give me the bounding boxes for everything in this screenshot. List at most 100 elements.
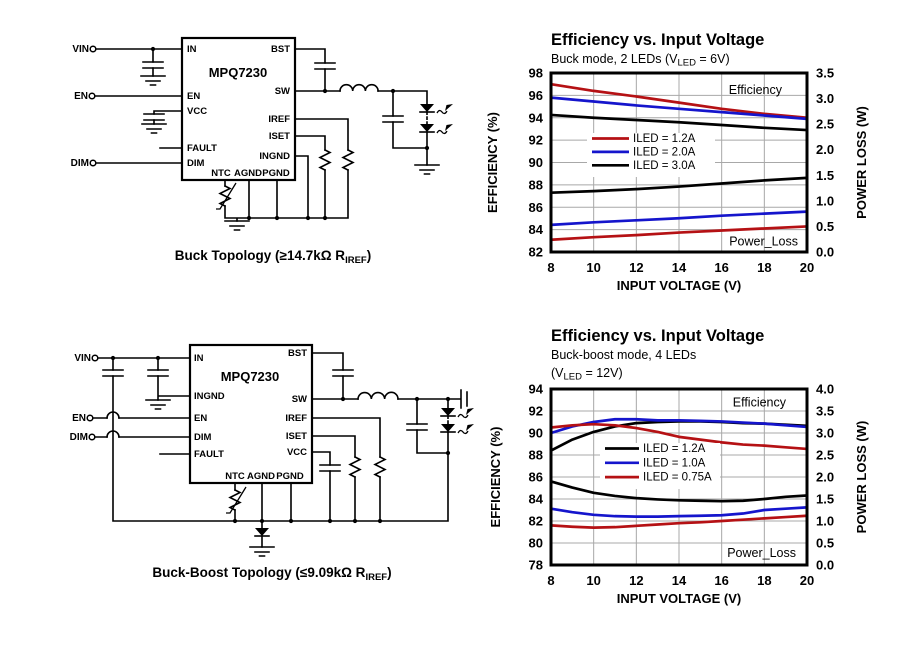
legend-background xyxy=(600,443,720,489)
efficiency-curve xyxy=(549,417,809,435)
pin-in: IN xyxy=(187,44,197,55)
ground-icon xyxy=(140,75,166,86)
iset-resistor xyxy=(319,149,331,171)
right-tick-label: 3.5 xyxy=(816,404,834,419)
left-tick-label: 84 xyxy=(529,492,544,507)
pin-ingnd: INGND xyxy=(259,151,290,162)
buck-boost-efficiency-chart: Efficiency vs. Input Voltage Buck-boost … xyxy=(488,327,869,606)
junction-dots xyxy=(110,355,451,524)
right-tick-label: 3.0 xyxy=(816,91,834,106)
plot-area: ILED = 1.2A ILED = 1.0A ILED = 0.75A Effici… xyxy=(529,382,835,589)
right-tick-label: 0.5 xyxy=(816,219,834,234)
x-tick-label: 16 xyxy=(714,260,728,275)
right-tick-label: 0.0 xyxy=(816,558,834,573)
chart-subtitle-line2: (VLED = 12V) xyxy=(551,366,623,383)
x-tick-label: 16 xyxy=(714,573,728,588)
power-loss-curve xyxy=(549,506,809,518)
left-tick-label: 90 xyxy=(529,155,543,170)
ntc-thermistor xyxy=(215,182,237,210)
left-tick-label: 94 xyxy=(529,382,544,397)
chart-title: Efficiency vs. Input Voltage xyxy=(551,31,764,49)
pin-sw: SW xyxy=(292,394,307,405)
input-capacitor xyxy=(142,61,164,69)
buck-boost-topology-circuit: VIN EN DIM MPQ7230 IN INGND EN DIM FAULT… xyxy=(70,343,475,583)
x-tick-label: 8 xyxy=(547,573,554,588)
iref-resistor xyxy=(342,149,354,171)
vcc-capacitor xyxy=(319,464,341,472)
left-tick-label: 80 xyxy=(529,536,543,551)
dim-label: DIM xyxy=(71,158,89,169)
power-loss-curve xyxy=(549,210,809,227)
x-tick-label: 10 xyxy=(586,260,600,275)
pin-dim: DIM xyxy=(187,158,205,169)
right-tick-label: 1.5 xyxy=(816,492,834,507)
diode-icon xyxy=(254,527,270,537)
legend-label: ILED = 1.0A xyxy=(643,457,706,469)
dim-terminal xyxy=(89,159,97,167)
pin-agnd: AGND xyxy=(247,471,275,482)
buck-topology-circuit: VIN EN DIM MPQ7230 IN EN VCC FAULT DIM B… xyxy=(71,36,454,266)
pin-fault: FAULT xyxy=(187,143,217,154)
vin-terminal xyxy=(91,354,99,362)
pin-ntc: NTC xyxy=(225,471,245,482)
x-tick-label: 14 xyxy=(672,573,687,588)
bst-capacitor xyxy=(332,369,354,377)
dim-terminal xyxy=(88,433,96,441)
efficiency-label: Efficiency xyxy=(733,396,787,410)
vcc-capacitor xyxy=(143,113,165,121)
pin-ntc: NTC xyxy=(211,168,231,179)
ground-icon xyxy=(141,123,167,134)
left-tick-label: 82 xyxy=(529,514,543,529)
ground-icon xyxy=(145,399,171,410)
right-tick-label: 0.5 xyxy=(816,536,834,551)
legend-label: ILED = 0.75A xyxy=(643,472,712,484)
legend-background xyxy=(587,133,715,177)
ground-icon xyxy=(224,220,250,231)
right-tick-label: 3.5 xyxy=(816,66,834,81)
right-tick-label: 1.0 xyxy=(816,193,834,208)
x-tick-label: 14 xyxy=(672,260,687,275)
power-loss-label: Power_Loss xyxy=(727,546,796,560)
chart-title: Efficiency vs. Input Voltage xyxy=(551,327,764,345)
en-terminal xyxy=(88,92,96,100)
left-tick-label: 98 xyxy=(529,66,543,81)
left-axis-title: EFFICIENCY (%) xyxy=(488,427,503,528)
x-tick-label: 12 xyxy=(629,260,643,275)
led-glow-arrow-icon xyxy=(436,123,454,135)
left-tick-label: 90 xyxy=(529,426,543,441)
efficiency-curve xyxy=(549,422,809,451)
right-axis-title: POWER LOSS (W) xyxy=(854,106,869,219)
right-tick-label: 2.0 xyxy=(816,142,834,157)
en-terminal xyxy=(86,414,94,422)
power-loss-curve xyxy=(549,480,809,503)
en-label: EN xyxy=(74,91,88,102)
vin-label: VIN xyxy=(72,44,89,55)
legend-label: ILED = 1.2A xyxy=(633,133,696,145)
pin-dim: DIM xyxy=(194,432,212,443)
left-tick-label: 82 xyxy=(529,245,543,260)
efficiency-curve xyxy=(549,113,809,132)
left-axis-title: EFFICIENCY (%) xyxy=(485,112,500,213)
pin-sw: SW xyxy=(275,86,290,97)
right-axis-title: POWER LOSS (W) xyxy=(854,421,869,534)
pin-bst: BST xyxy=(271,44,290,55)
vin-label: VIN xyxy=(74,353,91,364)
right-tick-label: 1.0 xyxy=(816,514,834,529)
buck-efficiency-chart: Efficiency vs. Input Voltage Buck mode, … xyxy=(485,31,869,293)
efficiency-curve xyxy=(549,96,809,121)
left-tick-label: 96 xyxy=(529,88,543,103)
power-loss-curve xyxy=(549,225,809,242)
buck-boost-caption: Buck-Boost Topology (≤9.09kΩ RIREF) xyxy=(152,565,391,583)
x-tick-label: 20 xyxy=(800,573,814,588)
left-tick-label: 94 xyxy=(529,110,544,125)
vin-terminal xyxy=(89,45,97,53)
left-tick-label: 88 xyxy=(529,448,543,463)
power-loss-label: Power_Loss xyxy=(729,235,798,249)
plot-border xyxy=(549,71,809,254)
efficiency-label: Efficiency xyxy=(729,83,783,97)
pin-iset: ISET xyxy=(286,431,307,442)
chip-label: MPQ7230 xyxy=(221,369,280,384)
right-tick-label: 0.0 xyxy=(816,245,834,260)
